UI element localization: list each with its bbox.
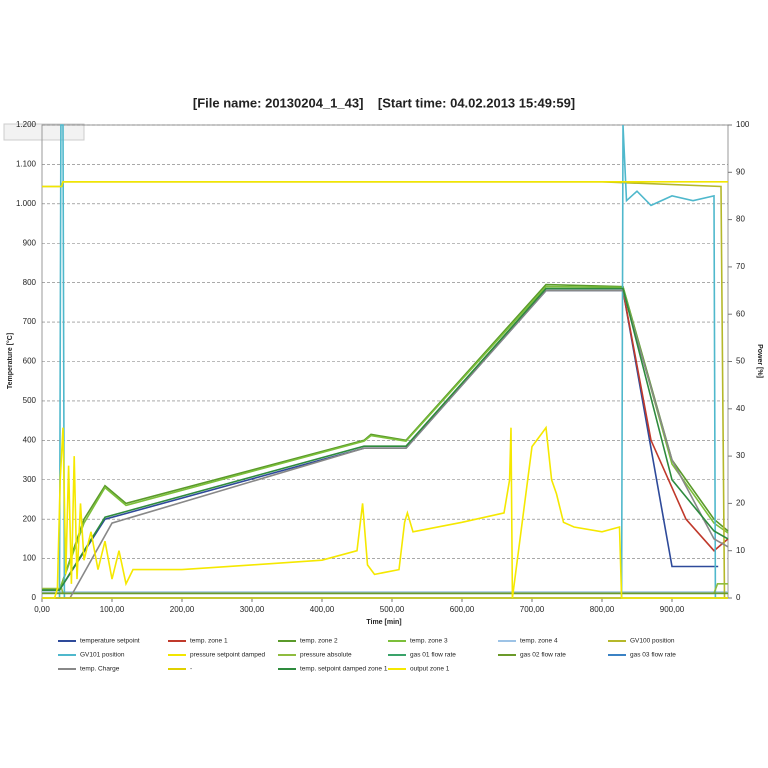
legend-label: gas 02 flow rate [520, 652, 566, 659]
y2-tick-label: 20 [736, 499, 745, 508]
y-tick-label: 800 [23, 278, 37, 287]
x-tick-label: 0,00 [34, 605, 50, 614]
toolbar-box [3, 123, 85, 141]
series-line [42, 285, 729, 591]
legend-label: temp. zone 2 [300, 638, 338, 645]
y-tick-label: 100 [23, 554, 37, 563]
y2-axis-title: Power [%] [756, 344, 763, 378]
legend-label: output zone 1 [410, 666, 450, 673]
legend-label: temp. zone 1 [190, 638, 228, 645]
legend-label: - [190, 666, 192, 673]
y2-tick-label: 100 [736, 120, 750, 129]
x-tick-label: 300,00 [240, 605, 265, 614]
y2-tick-label: 90 [736, 167, 745, 176]
y-tick-label: 1.100 [16, 160, 37, 169]
y-tick-label: 600 [23, 357, 37, 366]
y-tick-label: 1.000 [16, 199, 37, 208]
series-line [42, 425, 728, 599]
x-tick-label: 500,00 [380, 605, 405, 614]
series-line [42, 287, 729, 591]
legend-label: temp. zone 4 [520, 638, 558, 645]
y-tick-label: 500 [23, 396, 37, 405]
legend-label: gas 01 flow rate [410, 652, 456, 659]
y2-tick-label: 40 [736, 404, 745, 413]
x-tick-label: 800,00 [590, 605, 615, 614]
legend-label: temp. Charge [80, 666, 120, 673]
legend-label: temp. zone 3 [410, 638, 448, 645]
y-tick-label: 200 [23, 514, 37, 523]
y-tick-label: 400 [23, 435, 37, 444]
legend-label: pressure absolute [300, 652, 352, 659]
series-line [42, 124, 728, 599]
x-tick-label: 600,00 [450, 605, 475, 614]
y2-tick-label: 10 [736, 546, 745, 555]
legend-label: temperature setpoint [80, 638, 140, 645]
y-tick-label: 700 [23, 317, 37, 326]
legend-label: gas 03 flow rate [630, 652, 676, 659]
y2-tick-label: 60 [736, 309, 745, 318]
x-axis-title: Time [min] [366, 619, 401, 626]
chart-title: [File name: 20130204_1_43] [Start time: … [193, 95, 575, 110]
legend-label: temp. setpoint damped zone 1 [300, 666, 388, 673]
x-tick-label: 200,00 [170, 605, 195, 614]
y2-tick-label: 0 [736, 593, 741, 602]
series-line [622, 290, 729, 552]
y2-tick-label: 50 [736, 357, 745, 366]
series-line [42, 289, 729, 599]
y2-tick-label: 30 [736, 451, 745, 460]
x-tick-label: 400,00 [310, 605, 335, 614]
y-tick-label: 300 [23, 475, 37, 484]
x-tick-label: 100,00 [100, 605, 125, 614]
y-tick-label: 0 [32, 593, 37, 602]
x-tick-label: 900,00 [660, 605, 685, 614]
series-line [42, 181, 728, 188]
y2-tick-label: 80 [736, 215, 745, 224]
y2-tick-label: 70 [736, 262, 745, 271]
legend-label: pressure setpoint damped [190, 652, 266, 659]
y-tick-label: 1.200 [16, 120, 37, 129]
legend-label: GV100 position [630, 638, 675, 645]
y-axis-title: Temperature [°C] [6, 333, 14, 389]
x-tick-label: 700,00 [520, 605, 545, 614]
y-tick-label: 900 [23, 238, 37, 247]
legend-label: GV101 position [80, 652, 125, 659]
